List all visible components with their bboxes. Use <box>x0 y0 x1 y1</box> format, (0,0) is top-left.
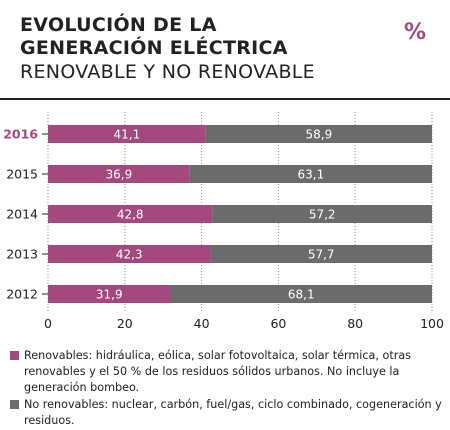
legend-swatch-non-renewable <box>10 400 19 409</box>
data-label: 58,9 <box>306 128 333 142</box>
header-divider <box>0 98 450 100</box>
data-label: 42,3 <box>116 248 143 262</box>
x-tick-label: 60 <box>270 316 286 331</box>
y-category-label: 2012 <box>6 287 38 302</box>
y-category-label: 2016 <box>3 127 38 142</box>
chart-title-block: EVOLUCIÓN DE LA GENERACIÓN ELÉCTRICA REN… <box>20 14 315 84</box>
bar-non-renewable <box>212 205 432 223</box>
y-category-label: 2014 <box>6 207 38 222</box>
legend: Renovables: hidráulica, eólica, solar fo… <box>10 348 442 430</box>
bar-renewable <box>48 205 213 223</box>
bar-renewable <box>48 125 206 143</box>
y-category-label: 2013 <box>6 247 38 262</box>
x-tick-label: 100 <box>420 316 444 331</box>
bar-non-renewable <box>205 125 432 143</box>
bar-renewable <box>48 245 211 263</box>
data-label: 36,9 <box>105 168 132 182</box>
bar-renewable <box>48 165 190 183</box>
legend-label-renewable: Renovables: hidráulica, eólica, solar fo… <box>24 349 412 394</box>
y-category-label: 2015 <box>6 167 38 182</box>
data-label: 41,1 <box>114 128 141 142</box>
stacked-bar-chart: 0 20 40 60 80 100 2016 41,1 58,9 2015 36,9 63,1 2014… <box>3 112 444 331</box>
data-label: 57,2 <box>309 208 336 222</box>
bar-renewable <box>48 285 171 303</box>
unit-label: % <box>403 20 426 45</box>
data-label: 63,1 <box>297 168 324 182</box>
chart-subtitle: RENOVABLE Y NO RENOVABLE <box>20 61 315 83</box>
legend-item-non-renewable: No renovables: nuclear, carbón, fuel/gas… <box>10 397 442 429</box>
chart-title-line-2: GENERACIÓN ELÉCTRICA <box>20 37 288 59</box>
bar-non-renewable <box>170 285 432 303</box>
legend-swatch-renewable <box>10 351 19 360</box>
bar-non-renewable <box>210 245 432 263</box>
x-tick-label: 80 <box>347 316 363 331</box>
data-label: 31,9 <box>96 288 123 302</box>
x-tick-label: 0 <box>44 316 52 331</box>
data-label: 68,1 <box>288 288 315 302</box>
data-label: 42,8 <box>117 208 144 222</box>
legend-item-renewable: Renovables: hidráulica, eólica, solar fo… <box>10 348 442 396</box>
x-tick-label: 40 <box>194 316 210 331</box>
data-label: 57,7 <box>308 248 335 262</box>
bar-non-renewable <box>189 165 432 183</box>
x-tick-label: 20 <box>117 316 133 331</box>
chart-title-line-1: EVOLUCIÓN DE LA <box>20 14 217 36</box>
